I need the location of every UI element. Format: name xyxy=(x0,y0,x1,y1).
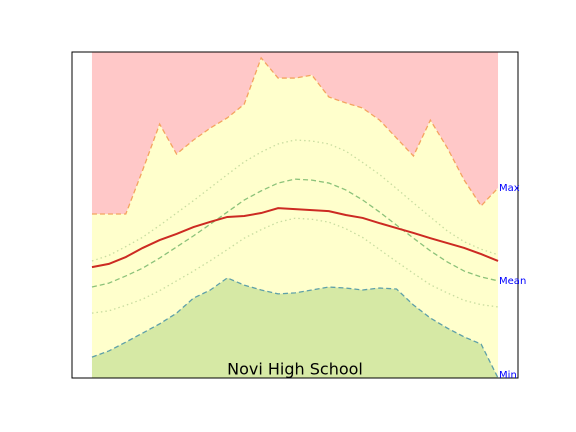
series-line xyxy=(91,277,499,379)
series-line xyxy=(91,207,499,269)
plot-area xyxy=(91,52,499,379)
series-line xyxy=(91,217,499,314)
area-above-max xyxy=(91,52,499,215)
series-line xyxy=(91,56,499,215)
plot-frame xyxy=(71,51,519,379)
series-line xyxy=(91,139,499,262)
series-line xyxy=(91,178,499,288)
series-label: Mean xyxy=(499,276,526,287)
series-label: Min xyxy=(499,370,517,381)
series-label: Max xyxy=(499,183,520,194)
chart-title: Novi High School xyxy=(227,360,363,379)
area-below-min xyxy=(91,277,499,378)
